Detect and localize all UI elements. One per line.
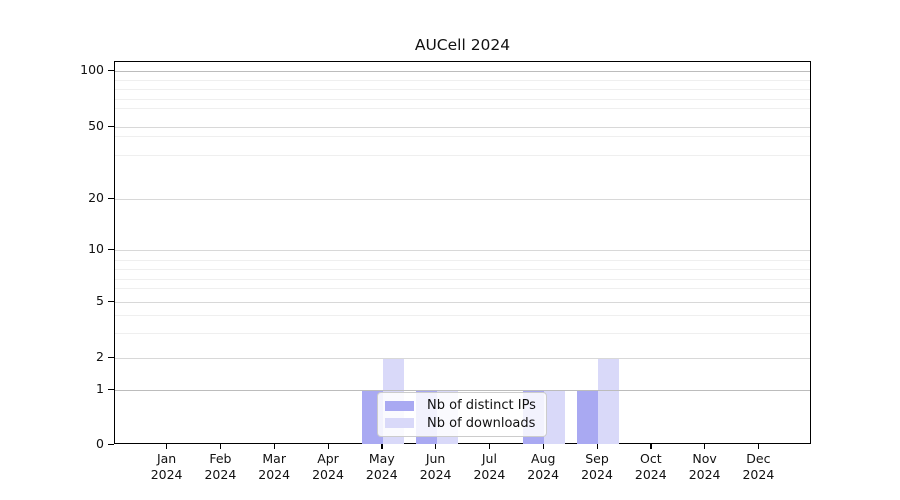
y-tick-label: 5 <box>96 293 104 308</box>
x-tick-month: May <box>368 451 395 466</box>
y-tick-mark <box>108 69 114 71</box>
y-tick-label: 2 <box>96 349 104 364</box>
minor-gridline <box>115 89 810 90</box>
x-tick-month: Jan <box>156 451 177 466</box>
major-gridline <box>115 127 810 128</box>
x-tick-label: Feb 2024 <box>192 451 248 483</box>
y-tick-mark <box>108 443 114 445</box>
x-tick-mark <box>166 444 168 449</box>
legend-entry-distinct-ips: Nb of distinct IPs <box>385 397 538 415</box>
x-tick-label: Aug 2024 <box>515 451 571 483</box>
x-tick-month: Nov <box>692 451 717 466</box>
x-tick-year: 2024 <box>527 467 560 482</box>
y-tick-mark <box>108 388 114 390</box>
minor-gridline <box>115 98 810 100</box>
y-tick-mark <box>108 197 114 199</box>
y-tick-label: 20 <box>88 190 104 205</box>
x-tick-mark <box>704 444 706 449</box>
minor-gridline <box>115 80 810 81</box>
x-tick-year: 2024 <box>419 467 452 482</box>
x-tick-year: 2024 <box>312 467 344 482</box>
x-tick-mark <box>219 444 222 449</box>
chart-title: AUCell 2024 <box>414 36 511 54</box>
x-tick-year: 2024 <box>688 467 721 482</box>
x-tick-month: Apr <box>317 451 339 466</box>
x-tick-year: 2024 <box>204 467 237 482</box>
y-tick-label: 1 <box>96 381 104 396</box>
x-tick-month: Aug <box>530 451 556 466</box>
x-tick-label: Mar 2024 <box>246 451 302 483</box>
x-tick-mark <box>650 444 652 449</box>
bar-downloads <box>544 390 566 444</box>
x-tick-mark <box>435 444 437 449</box>
x-tick-year: 2024 <box>150 467 183 482</box>
x-tick-mark <box>327 444 329 449</box>
legend-swatch-distinct-ips-icon <box>385 400 414 411</box>
y-tick-mark <box>108 356 114 358</box>
x-tick-label: Apr 2024 <box>300 451 356 483</box>
minor-gridline <box>115 108 810 109</box>
x-tick-month: Jul <box>481 451 497 466</box>
x-tick-month: Sep <box>585 451 609 466</box>
legend-swatch-downloads-icon <box>385 418 414 429</box>
plot-area <box>114 61 811 444</box>
minor-gridline <box>115 269 810 270</box>
minor-gridline <box>115 315 810 316</box>
x-tick-mark <box>273 444 275 449</box>
x-tick-year: 2024 <box>581 467 613 482</box>
x-tick-label: Jun 2024 <box>408 451 464 483</box>
x-tick-month: Dec <box>746 451 771 466</box>
x-tick-label: Sep 2024 <box>569 451 625 483</box>
major-gridline <box>115 71 810 72</box>
x-tick-year: 2024 <box>258 467 291 482</box>
minor-gridline <box>115 260 810 261</box>
x-tick-month: Feb <box>209 451 232 466</box>
x-tick-year: 2024 <box>634 467 667 482</box>
y-tick-mark <box>108 248 114 250</box>
x-tick-label: May 2024 <box>354 451 410 483</box>
y-tick-mark <box>108 125 114 127</box>
minor-gridline <box>115 136 810 137</box>
x-tick-mark <box>381 444 383 449</box>
y-tick-label: 0 <box>96 436 104 451</box>
legend-entry-downloads: Nb of downloads <box>385 415 538 433</box>
y-tick-label: 10 <box>88 241 104 256</box>
x-tick-label: Nov 2024 <box>677 451 733 483</box>
x-tick-mark <box>542 444 544 449</box>
x-tick-mark <box>757 444 760 449</box>
bar-downloads <box>598 358 619 444</box>
major-gridline <box>115 358 810 359</box>
legend: Nb of distinct IPs Nb of downloads <box>377 392 547 437</box>
x-tick-year: 2024 <box>365 467 398 482</box>
y-tick-mark <box>108 300 114 302</box>
x-tick-month: Jun <box>425 451 446 466</box>
y-tick-label: 50 <box>88 118 104 133</box>
x-tick-label: Jul 2024 <box>461 451 517 483</box>
x-tick-mark <box>596 444 598 449</box>
x-tick-label: Dec 2024 <box>730 451 786 483</box>
bar-distinct-ips <box>577 390 598 444</box>
major-gridline <box>115 390 810 391</box>
major-gridline <box>115 199 810 200</box>
major-gridline <box>115 302 810 303</box>
legend-label-distinct-ips: Nb of distinct IPs <box>427 398 536 414</box>
x-tick-month: Mar <box>262 451 286 466</box>
minor-gridline <box>115 333 810 334</box>
minor-gridline <box>115 279 810 280</box>
x-tick-year: 2024 <box>742 467 775 482</box>
x-tick-mark <box>488 444 491 449</box>
major-gridline <box>115 250 810 251</box>
x-tick-label: Oct 2024 <box>623 451 679 483</box>
minor-gridline <box>115 288 810 289</box>
x-tick-year: 2024 <box>473 467 506 482</box>
x-tick-label: Jan 2024 <box>139 451 195 483</box>
x-tick-month: Oct <box>639 451 662 466</box>
y-tick-label: 100 <box>80 62 104 77</box>
minor-gridline <box>115 155 810 156</box>
legend-label-downloads: Nb of downloads <box>427 415 536 431</box>
